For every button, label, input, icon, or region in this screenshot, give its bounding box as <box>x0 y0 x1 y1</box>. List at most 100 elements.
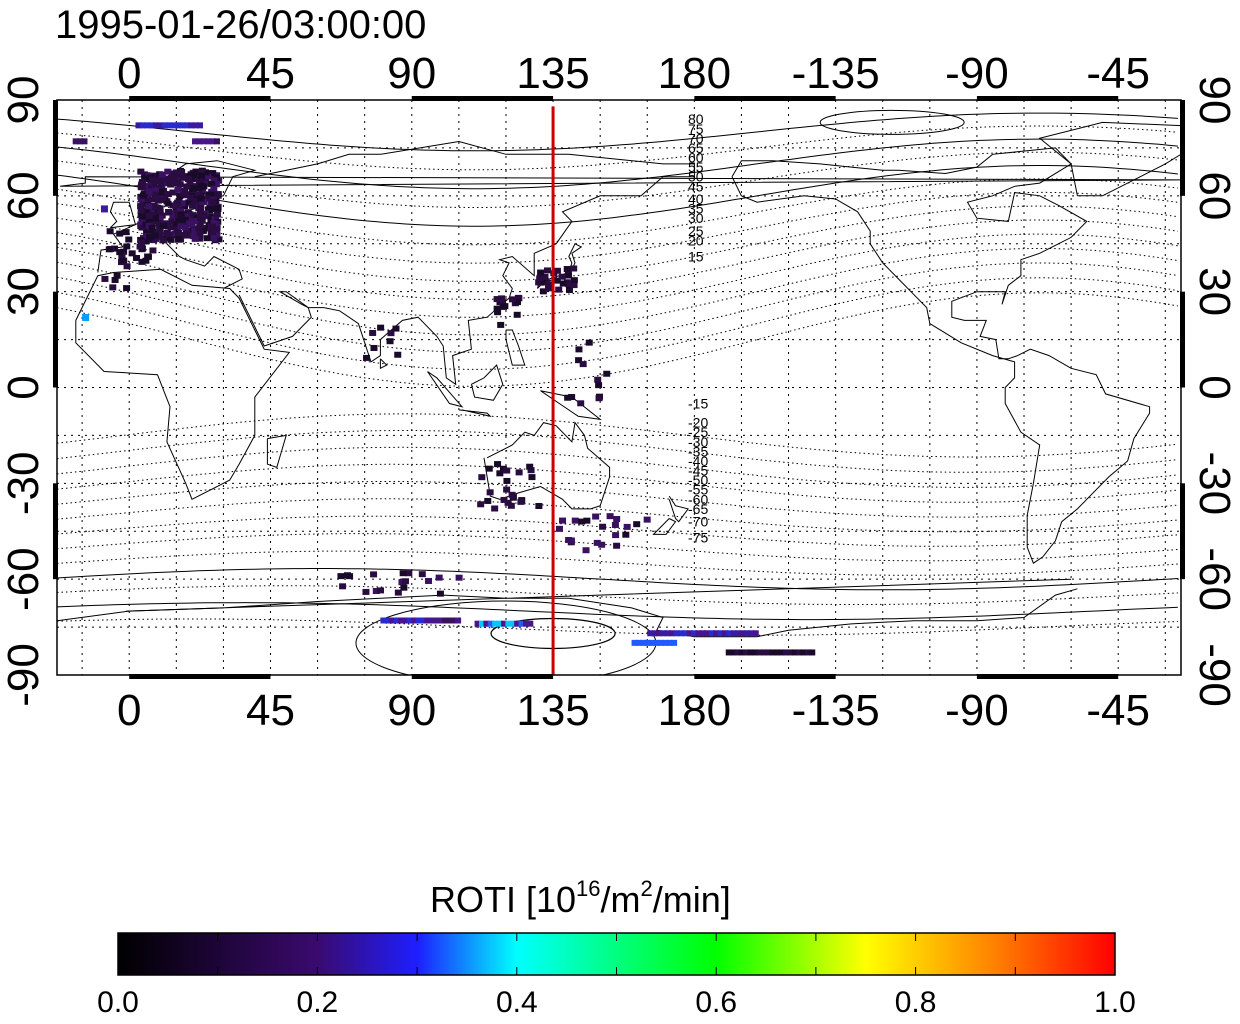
roti-cell <box>491 505 499 512</box>
roti-cell <box>492 620 499 627</box>
roti-cell <box>173 221 181 228</box>
roti-cell <box>158 171 166 178</box>
roti-cell <box>149 247 157 254</box>
frame-bar-bottom <box>694 674 836 679</box>
roti-cell <box>173 226 181 233</box>
roti-cell <box>503 477 511 484</box>
roti-cell <box>577 400 585 407</box>
contour-label-north: 20 <box>688 233 704 249</box>
roti-cell <box>137 208 145 215</box>
contour-label-north: 65 <box>688 140 704 156</box>
roti-cell <box>174 186 182 193</box>
roti-cell <box>553 267 561 274</box>
contour-label-north: 35 <box>688 201 704 217</box>
longitude-ticks-bottom: 0 45 90 135 180 -135 -90 -45 <box>117 686 1150 735</box>
roti-cell <box>369 329 377 336</box>
roti-cell <box>337 573 345 580</box>
roti-cell <box>541 273 549 280</box>
roti-cell <box>122 229 130 236</box>
contour-label-south: -45 <box>688 463 708 479</box>
roti-cell <box>651 630 658 637</box>
roti-cell <box>209 138 216 145</box>
roti-cell <box>570 277 578 284</box>
roti-cell <box>433 617 440 624</box>
roti-cell <box>555 525 563 532</box>
roti-cell <box>154 229 162 236</box>
coastline-segment <box>57 607 224 622</box>
roti-cell <box>656 630 663 637</box>
roti-cell <box>178 169 186 176</box>
roti-cell <box>527 620 534 627</box>
roti-cell <box>208 181 216 188</box>
roti-cell <box>145 216 153 223</box>
lon-tick-bottom: 90 <box>387 686 436 735</box>
roti-cell <box>77 138 84 145</box>
roti-cell <box>161 179 169 186</box>
roti-cell <box>176 192 184 199</box>
roti-cell <box>717 630 724 637</box>
colorbar-tick-label: 1.0 <box>1094 986 1136 1019</box>
colorbar: ROTI [1016/m2/min] 0.0 0.2 0.4 0.6 0.8 1.0 <box>97 876 1136 1019</box>
roti-cell <box>669 630 676 637</box>
roti-cell <box>653 639 660 646</box>
roti-cell <box>397 617 404 624</box>
roti-cell <box>405 570 413 577</box>
roti-cell <box>760 649 767 656</box>
roti-cell <box>111 276 119 283</box>
roti-cell <box>662 639 669 646</box>
roti-cell <box>213 174 221 181</box>
frame-tick-bars <box>53 96 1185 679</box>
roti-cell <box>559 280 567 287</box>
roti-cell <box>401 578 409 585</box>
roti-cell <box>649 639 656 646</box>
roti-cell <box>199 199 207 206</box>
roti-cell <box>148 224 156 231</box>
contour-label-south: -15 <box>688 395 708 411</box>
roti-cell <box>678 630 685 637</box>
roti-cell <box>579 361 587 368</box>
coastline-segment <box>458 409 492 418</box>
lon-tick-bottom: 135 <box>516 686 589 735</box>
roti-cell <box>752 630 759 637</box>
roti-cell <box>594 376 602 383</box>
roti-cell <box>164 175 172 182</box>
roti-cell <box>411 617 418 624</box>
roti-cell <box>595 382 603 389</box>
roti-cell <box>164 168 172 175</box>
roti-cell <box>585 339 593 346</box>
roti-cell <box>135 122 142 129</box>
roti-cell <box>704 630 711 637</box>
roti-cell <box>175 230 183 237</box>
roti-cell <box>168 218 176 225</box>
colorbar-tick-label: 0.6 <box>695 986 737 1019</box>
roti-cell <box>187 191 195 198</box>
roti-cell <box>138 178 146 185</box>
roti-cell <box>545 281 553 288</box>
roti-cell <box>496 620 503 627</box>
roti-cell <box>165 231 173 238</box>
roti-cell <box>738 649 745 656</box>
roti-cell <box>152 235 160 242</box>
roti-cell <box>157 188 165 195</box>
roti-cell <box>141 175 149 182</box>
roti-cell <box>611 521 619 528</box>
coastline-segment <box>266 434 287 469</box>
roti-cell <box>791 649 798 656</box>
contour-label-south: -35 <box>688 443 708 459</box>
roti-cell <box>214 191 222 198</box>
roti-cell <box>567 537 575 544</box>
contour-label-north: 70 <box>688 130 704 146</box>
roti-cell <box>202 195 210 202</box>
roti-cell <box>513 299 521 306</box>
roti-cell <box>210 190 218 197</box>
roti-cell <box>660 630 667 637</box>
lon-tick-bottom: 0 <box>117 686 141 735</box>
roti-cell <box>198 172 206 179</box>
roti-cell <box>384 617 391 624</box>
frame-bar-bottom <box>129 674 271 679</box>
roti-cell <box>161 122 168 129</box>
colorbar-tick-label: 0.8 <box>895 986 937 1019</box>
roti-cell <box>151 232 159 239</box>
roti-cell <box>399 570 407 577</box>
